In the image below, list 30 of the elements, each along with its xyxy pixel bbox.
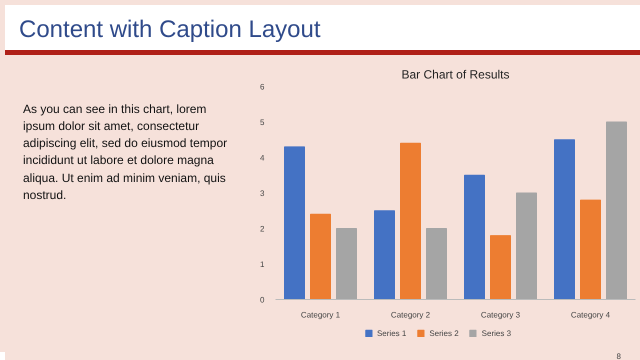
y-tick-label: 3: [260, 189, 266, 198]
bar: [554, 139, 575, 300]
bar: [490, 235, 511, 300]
chart-title: Bar Chart of Results: [401, 68, 510, 82]
bar: [284, 146, 305, 300]
x-tick-label: Category 3: [480, 310, 521, 320]
legend-label: Series 1: [376, 328, 406, 338]
bar: [426, 228, 447, 300]
text: 8: [616, 351, 621, 360]
bar: [310, 214, 331, 300]
bar: [400, 142, 421, 300]
bar: [336, 228, 357, 300]
text: As you can see in this chart, lorem ipsum dolor sit amet, consectetur adipiscing elit, sed do eiusmod tempor incididunt ut labore et dolore magna aliqua. Ut enim ad minim veniam, quis nostrud.: [23, 101, 228, 204]
bar: [580, 200, 601, 300]
y-tick-label: 6: [260, 82, 266, 92]
x-tick-label: Category 2: [390, 310, 431, 320]
y-tick-label: 0: [260, 296, 266, 304]
x-tick-label: Category 1: [300, 310, 341, 320]
legend-label: Series 3: [482, 328, 512, 338]
bar: [374, 210, 395, 300]
legend-label: Series 2: [429, 328, 459, 338]
text: Content with Caption Layout: [19, 15, 321, 45]
y-tick-label: 5: [260, 118, 266, 127]
y-tick-label: 4: [260, 154, 266, 162]
y-tick-label: 1: [260, 260, 266, 269]
y-tick-label: 2: [260, 224, 266, 234]
bar: [606, 122, 627, 300]
bar: [516, 192, 537, 300]
x-tick-label: Category 4: [570, 310, 611, 320]
bar: [464, 174, 485, 300]
